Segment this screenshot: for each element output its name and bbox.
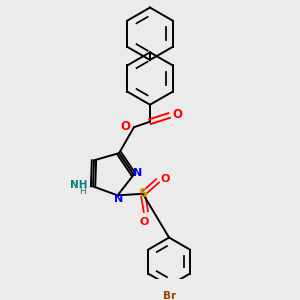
Text: O: O <box>161 174 170 184</box>
Text: O: O <box>120 120 130 133</box>
Text: Br: Br <box>163 291 176 300</box>
Text: N: N <box>133 168 142 178</box>
Text: O: O <box>173 108 183 122</box>
Text: NH: NH <box>70 180 88 190</box>
Text: S: S <box>138 187 147 200</box>
Text: H: H <box>79 187 86 196</box>
Text: N: N <box>114 194 123 204</box>
Text: O: O <box>140 217 149 226</box>
